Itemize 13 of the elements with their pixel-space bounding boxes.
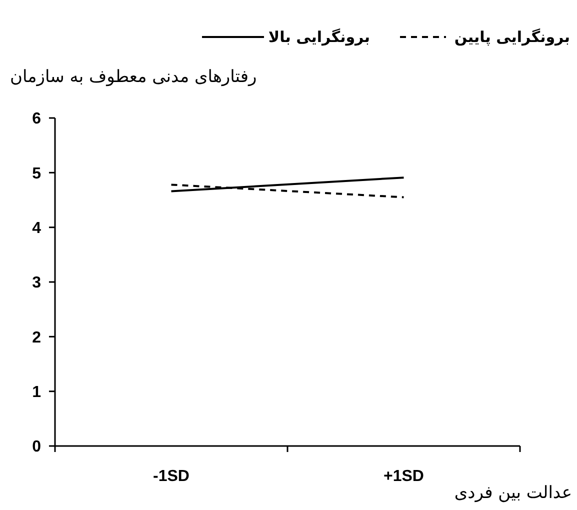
legend-label: برونگرایی بالا — [268, 28, 370, 46]
y-tick-label: 0 — [32, 438, 42, 456]
x-tick-label: +1SD — [384, 468, 424, 485]
y-tick-label: 4 — [32, 220, 42, 237]
y-axis-title: رفتارهای مدنی معطوف به سازمان — [10, 67, 257, 87]
x-axis-title: عدالت بین فردی — [454, 483, 572, 503]
legend-label: برونگرایی پایین — [454, 28, 570, 46]
y-tick-label: 2 — [32, 329, 42, 346]
y-tick-label: 3 — [32, 274, 42, 292]
y-tick-label: 6 — [32, 110, 42, 128]
y-tick-label: 5 — [32, 165, 42, 182]
x-tick-label: -1SD — [153, 468, 190, 485]
y-tick-label: 1 — [32, 384, 42, 401]
